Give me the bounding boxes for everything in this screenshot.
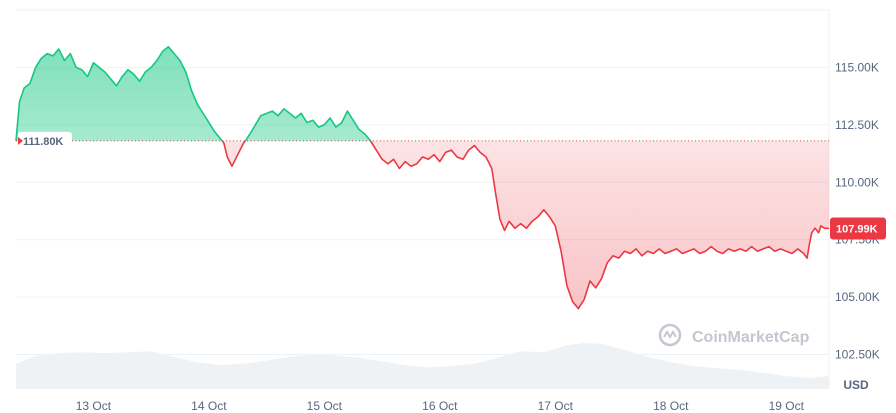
y-tick-label: 110.00K (835, 175, 879, 189)
price-line-down (16, 140, 830, 310)
x-tick-label: 13 Oct (76, 399, 112, 413)
price-area-above-baseline (16, 46, 829, 141)
x-tick-label: 18 Oct (653, 399, 689, 413)
price-area-below-baseline (222, 140, 829, 309)
current-price-label: 107.99K (836, 223, 878, 235)
baseline-badge: 111.80K (18, 131, 72, 150)
y-tick-label: 105.00K (835, 290, 880, 304)
x-tick-label: 14 Oct (191, 399, 227, 413)
price-line-up (15, 46, 372, 141)
x-tick-label: 16 Oct (422, 399, 458, 413)
watermark-text: CoinMarketCap (692, 329, 810, 346)
x-tick-label: 15 Oct (307, 399, 343, 413)
x-tick-label: 19 Oct (769, 399, 805, 413)
baseline-label: 111.80K (23, 136, 63, 148)
y-tick-label: 102.50K (835, 348, 880, 362)
coinmarketcap-logo-icon (658, 323, 682, 347)
currency-label: USD (843, 378, 869, 392)
x-tick-label: 17 Oct (538, 399, 574, 413)
volume-shape (16, 343, 829, 389)
y-axis: 115.00K112.50K110.00K107.50K105.00K102.5… (835, 60, 880, 361)
current-price-badge: 107.99K (830, 217, 886, 240)
volume-area (16, 343, 829, 389)
y-tick-label: 115.00K (835, 60, 879, 74)
x-axis: 13 Oct 14 Oct 15 Oct 16 Oct 17 Oct 18 Oct 19 O… (76, 399, 805, 413)
y-tick-label: 112.50K (835, 118, 879, 132)
watermark: CoinMarketCap (658, 323, 810, 347)
baseline-marker-icon (18, 136, 23, 145)
